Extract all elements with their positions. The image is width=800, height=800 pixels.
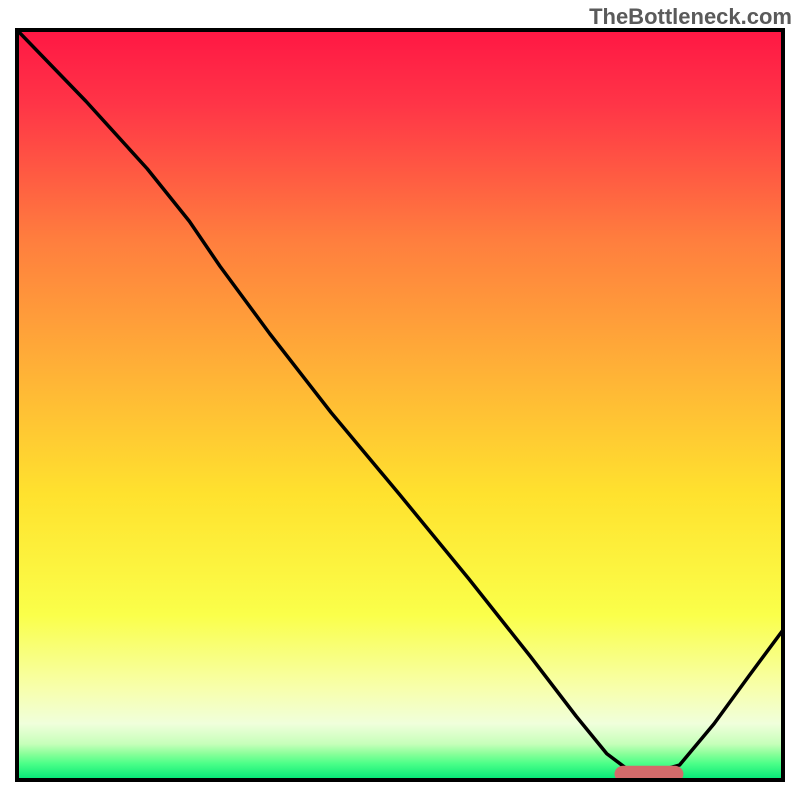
watermark-text: TheBottleneck.com bbox=[589, 4, 792, 30]
gradient-background bbox=[17, 30, 783, 780]
chart-container: { "watermark": "TheBottleneck.com", "cha… bbox=[0, 0, 800, 800]
bottleneck-chart bbox=[0, 0, 800, 800]
